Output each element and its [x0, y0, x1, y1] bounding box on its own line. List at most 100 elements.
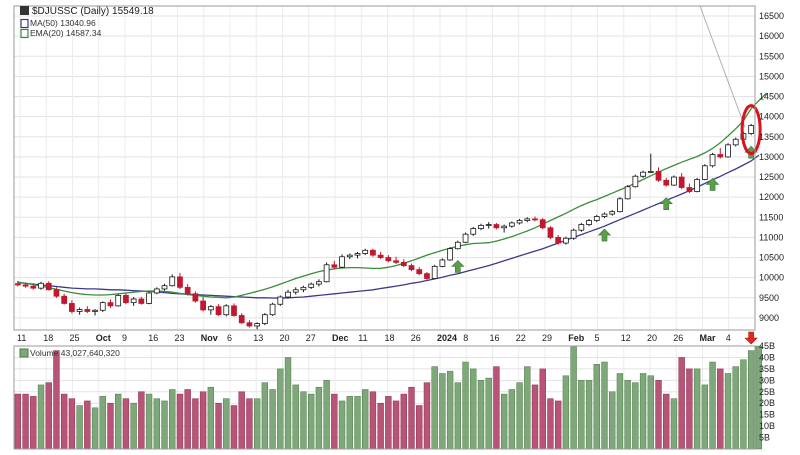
volume-bar [115, 393, 122, 450]
x-tick-label: 23 [175, 333, 185, 343]
volume-bar [740, 359, 747, 450]
candle-up [647, 171, 654, 173]
volume-bar [30, 396, 37, 450]
volume-bar [400, 393, 407, 450]
x-tick-label: 27 [306, 333, 316, 343]
volume-bar [485, 377, 492, 450]
candle-down [107, 302, 114, 307]
candle-down [61, 295, 68, 304]
candle-down [416, 269, 423, 275]
x-tick-label: 18 [385, 333, 395, 343]
volume-bar [138, 391, 145, 450]
volume-bar [423, 382, 431, 450]
price-tick-label: 12000 [759, 192, 784, 202]
candle-up [115, 294, 122, 307]
volume-bar [663, 393, 670, 450]
x-tick-label: 12 [621, 333, 631, 343]
volume-bar [161, 400, 168, 450]
candle-down [30, 285, 37, 289]
candle-up [323, 264, 330, 283]
candle-down [493, 224, 500, 229]
volume-bar [477, 380, 485, 450]
candle-up [632, 175, 639, 188]
volume-bar [192, 398, 199, 450]
candle-up [431, 266, 438, 279]
volume-bar [37, 384, 45, 450]
candle-up [462, 233, 469, 243]
price-tick-label: 13500 [759, 132, 784, 142]
candle-up [169, 276, 176, 287]
volume-bar [554, 400, 562, 450]
candle-down [192, 293, 199, 302]
candle-down [231, 305, 237, 316]
candle-down [177, 276, 183, 288]
price-grid [14, 6, 755, 330]
price-tick-label: 16500 [759, 11, 784, 21]
price-tick-label: 11500 [759, 212, 783, 222]
volume-bar [169, 389, 176, 450]
volume-bar [562, 375, 570, 450]
buy-arrow-icon [597, 228, 612, 242]
candle-down [424, 273, 430, 279]
volume-bar [717, 368, 724, 450]
volume-bar [207, 386, 215, 450]
candlesticks [14, 123, 755, 330]
candle-down [238, 315, 245, 324]
volume-bar [153, 398, 160, 450]
volume-bar [755, 345, 763, 450]
volume-tick-label: 15B [759, 410, 775, 420]
candle-up [130, 298, 137, 304]
price-tick-label: 10500 [759, 253, 784, 263]
annotation-markers [451, 5, 762, 345]
buy-arrow-icon [705, 177, 720, 191]
candle-up [439, 259, 446, 267]
volume-bar [624, 380, 631, 450]
axis-labels: 9000 9500 10000 10500 11000 11500 12000 12500 13… [17, 11, 784, 442]
highlight-circle [740, 104, 762, 156]
volume-bar [269, 389, 276, 450]
candle-up [501, 225, 508, 229]
candle-up [277, 296, 284, 305]
x-tick-label: 9 [122, 333, 127, 343]
candle-up [346, 254, 353, 258]
volume-bar [446, 370, 454, 450]
candle-up [261, 314, 268, 324]
candle-up [601, 213, 608, 217]
volume-bar [145, 393, 153, 450]
volume-bar [470, 368, 477, 450]
x-tick-label: 8 [463, 333, 468, 343]
candle-up [586, 220, 592, 225]
price-tick-label: 9500 [759, 293, 779, 303]
x-tick-label: 16 [490, 333, 500, 343]
volume-bar [724, 373, 732, 450]
volume-tick-label: 30B [759, 375, 775, 385]
volume-bar [331, 393, 338, 450]
volume-label: Volume 43,027,640,320 [30, 348, 120, 358]
x-tick-label: 22 [516, 333, 526, 343]
candle-up [161, 285, 168, 290]
candle-down [393, 260, 399, 263]
candle-down [200, 300, 206, 311]
x-tick-label: Mar [700, 333, 717, 343]
sell-arrow-icon [744, 331, 758, 345]
candle-up [362, 249, 369, 254]
candle-up [354, 253, 361, 256]
candle-up [593, 216, 600, 221]
volume-bar [686, 368, 693, 450]
volume-bar [693, 368, 701, 450]
volume-bar [292, 384, 299, 450]
volume-bar [199, 391, 207, 450]
candle-up [269, 303, 276, 316]
chart-logo-icon [20, 6, 29, 15]
volume-bar [354, 396, 361, 450]
buy-arrow-icon [659, 197, 673, 211]
legend-ma50: MA(50) 13040.96 [30, 18, 96, 28]
volume-bar [531, 384, 539, 450]
panel-frames [13, 5, 756, 450]
candle-up [563, 237, 569, 244]
volume-bar [547, 398, 554, 450]
legend-swatch-volume [19, 348, 29, 358]
volume-bar [439, 373, 446, 450]
